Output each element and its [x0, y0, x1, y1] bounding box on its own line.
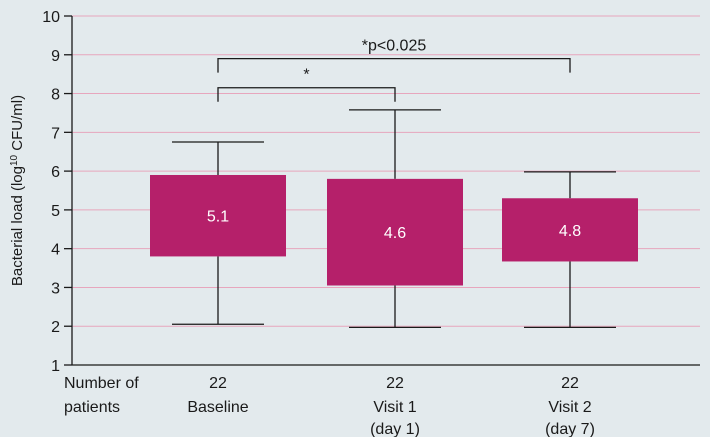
y-tick-label-8: 8 [51, 87, 60, 104]
patients-label-line-1: patients [64, 399, 120, 416]
category-label-1-1: (day 1) [370, 421, 420, 437]
patient-count-0: 22 [209, 375, 227, 392]
box-0 [150, 174, 286, 257]
median-label-1: 4.6 [384, 225, 406, 242]
patients-label-line-0: Number of [64, 375, 139, 392]
patient-count-1: 22 [386, 375, 404, 392]
y-axis-label-prefix: Bacterial load (log [9, 166, 26, 286]
y-tick-label-7: 7 [51, 125, 60, 142]
y-tick-label-6: 6 [51, 164, 60, 181]
category-label-2-0: Visit 2 [548, 399, 591, 416]
significance-label-1: *p<0.025 [362, 38, 427, 55]
y-tick-label-9: 9 [51, 48, 60, 65]
y-tick-label-1: 1 [51, 358, 60, 375]
y-tick-label-2: 2 [51, 319, 60, 336]
y-tick-label-10: 10 [42, 9, 60, 26]
significance-bracket-0 [217, 87, 396, 102]
significance-bracket-1 [217, 58, 571, 73]
box-2 [502, 198, 638, 262]
y-tick-label-5: 5 [51, 203, 60, 220]
category-label-2-1: (day 7) [545, 421, 595, 437]
y-axis-label-superscript: 10 [9, 154, 20, 166]
box-plots: 5.1 4.6 4.8 [150, 109, 638, 329]
median-label-2: 4.8 [559, 223, 581, 240]
significance-annotations: * *p<0.025 [217, 38, 571, 102]
box-1 [327, 178, 463, 286]
category-label-1-0: Visit 1 [373, 399, 416, 416]
y-axis-label-suffix: CFU/ml) [9, 95, 26, 155]
patient-count-2: 22 [561, 375, 579, 392]
y-tick-label-3: 3 [51, 280, 60, 297]
category-label-0-0: Baseline [187, 399, 248, 416]
y-axis-label: Bacterial load (log10 CFU/ml) [9, 95, 27, 286]
median-label-0: 5.1 [207, 209, 229, 226]
significance-label-0: * [303, 67, 309, 84]
y-tick-label-4: 4 [51, 242, 60, 259]
axes [64, 15, 700, 366]
